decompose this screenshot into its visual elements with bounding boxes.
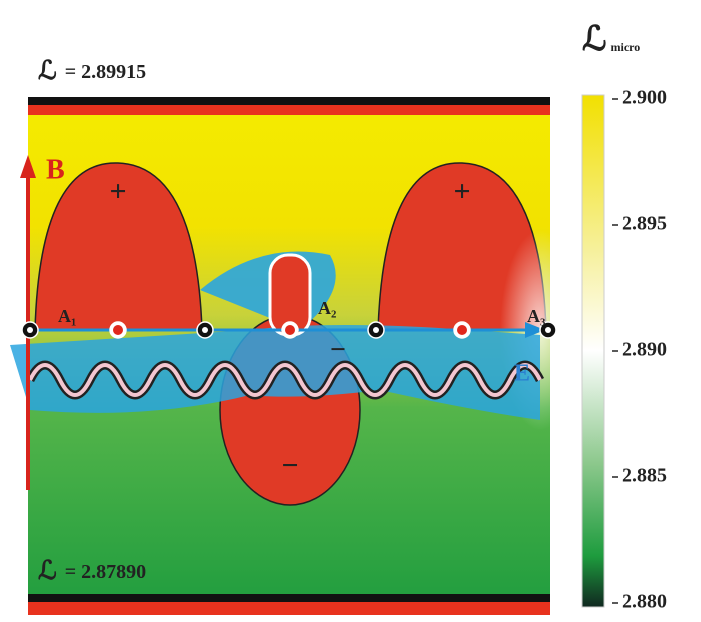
tick-label: 2.890 [622, 339, 667, 361]
colorbar-ticks: 2.900 2.895 2.890 2.885 2.880 [612, 87, 667, 613]
top-bar-red [28, 105, 550, 115]
top-bar [28, 97, 550, 105]
e-arrow [525, 322, 545, 338]
e-label: E [514, 361, 530, 387]
top-label: ℒ = 2.89915 [38, 56, 146, 85]
point-core [457, 325, 467, 335]
bottom-bar [28, 594, 550, 602]
symbol: ℒ [582, 21, 607, 58]
bottom-bar-red [28, 602, 550, 615]
point-core [545, 327, 551, 333]
tick-label: 2.895 [622, 213, 667, 235]
tick-label: 2.900 [622, 87, 667, 109]
tick-label: 2.880 [622, 591, 667, 613]
point-core [285, 325, 295, 335]
point-label: A₂ [318, 298, 336, 318]
point-core [27, 327, 33, 333]
value: = 2.89915 [65, 61, 146, 83]
sign: + [109, 175, 126, 208]
point-label: A₃ [527, 306, 546, 326]
colorbar [581, 94, 605, 608]
b-label: B [46, 154, 65, 185]
value: = 2.87890 [65, 561, 146, 583]
b-arrow [20, 155, 36, 178]
lobe [34, 162, 203, 331]
sign: − [330, 334, 346, 365]
sign: − [281, 449, 298, 482]
bottom-label: ℒ = 2.87890 [38, 556, 146, 585]
points [21, 321, 557, 339]
tick-label: 2.885 [622, 465, 667, 487]
point-core [202, 327, 208, 333]
subscript: micro [611, 40, 641, 54]
sign: + [453, 175, 470, 208]
wave-highlight [28, 363, 542, 397]
point-core [373, 327, 379, 333]
symbol: ℒ [38, 556, 57, 585]
symbol: ℒ [38, 56, 57, 85]
point-core [113, 325, 123, 335]
point-label: A₁ [58, 306, 76, 326]
